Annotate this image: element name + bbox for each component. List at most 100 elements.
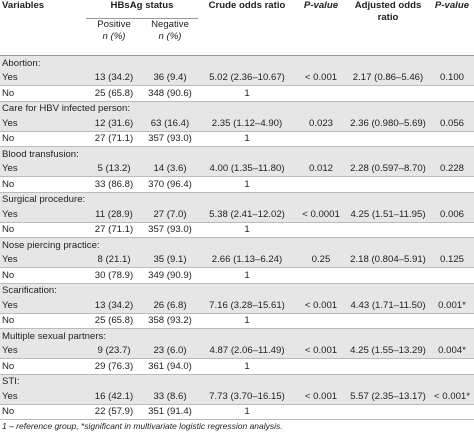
cell: 4.43 (1.71–11.50): [346, 298, 430, 314]
cell: 0.25: [296, 252, 346, 268]
group-label: Scarification:: [0, 283, 474, 298]
cell: [296, 404, 346, 420]
cell: 35 (9.1): [142, 252, 198, 268]
data-row: Yes 11 (28.9) 27 (7.0) 5.38 (2.41–12.02) < 0…: [0, 207, 474, 223]
cell: No: [0, 313, 86, 329]
group-label: Multiple sexual partners:: [0, 328, 474, 344]
cell: 33 (8.6): [142, 389, 198, 405]
cell: [430, 267, 474, 284]
cell: No: [0, 85, 86, 102]
cell: 23 (6.0): [142, 343, 198, 359]
cell: [296, 358, 346, 375]
header-cell: Positive n (%): [86, 18, 142, 56]
cell: 27 (71.1): [86, 222, 142, 238]
cell: 1: [198, 404, 296, 420]
header-cell: P-value: [430, 0, 474, 56]
cell: [346, 313, 430, 329]
cell: 2.17 (0.86–5.46): [346, 70, 430, 86]
cell: 0.125: [430, 252, 474, 268]
cell: 7.73 (3.70–16.15): [198, 389, 296, 405]
header-text: Negative: [151, 19, 189, 30]
cell: [296, 131, 346, 147]
group-row: Care for HBV infected person:: [0, 101, 474, 116]
data-row: Yes 5 (13.2) 14 (3.6) 4.00 (1.35–11.80) 0.01…: [0, 161, 474, 177]
cell: 0.001*: [430, 298, 474, 314]
cell: 9 (23.7): [86, 343, 142, 359]
cell: 25 (65.8): [86, 85, 142, 102]
cell: [430, 176, 474, 193]
cell: 370 (96.4): [142, 176, 198, 193]
cell: Yes: [0, 343, 86, 359]
cell: 1: [198, 85, 296, 102]
cell: [296, 85, 346, 102]
cell: 4.00 (1.35–11.80): [198, 161, 296, 177]
cell: 16 (42.1): [86, 389, 142, 405]
cell: Yes: [0, 252, 86, 268]
group-row: Multiple sexual partners:: [0, 328, 474, 344]
cell: 7.16 (3.28–15.61): [198, 298, 296, 314]
header-cell: Crude odds ratio: [198, 0, 296, 56]
cell: 25 (65.8): [86, 313, 142, 329]
cell: < 0.0001: [296, 207, 346, 223]
cell: 5 (13.2): [86, 161, 142, 177]
data-row: No 27 (71.1) 357 (93.0) 1: [0, 222, 474, 238]
data-row: Yes 8 (21.1) 35 (9.1) 2.66 (1.13–6.24) 0.25 2…: [0, 252, 474, 268]
cell: 2.66 (1.13–6.24): [198, 252, 296, 268]
group-row: Blood transfusion:: [0, 146, 474, 162]
data-row: Yes 12 (31.6) 63 (16.4) 2.35 (1.12–4.90) 0.0…: [0, 116, 474, 132]
group-row: Surgical procedure:: [0, 192, 474, 207]
cell: 8 (21.1): [86, 252, 142, 268]
cell: < 0.001: [296, 70, 346, 86]
cell: 0.006: [430, 207, 474, 223]
cell: 0.012: [296, 161, 346, 177]
cell: 4.87 (2.06–11.49): [198, 343, 296, 359]
group-row: Nose piercing practice:: [0, 237, 474, 253]
cell: [346, 131, 430, 147]
cell: Yes: [0, 161, 86, 177]
cell: 4.25 (1.51–11.95): [346, 207, 430, 223]
cell: 0.100: [430, 70, 474, 86]
cell: [296, 176, 346, 193]
cell: 1: [198, 222, 296, 238]
data-row: No 27 (71.1) 357 (93.0) 1: [0, 131, 474, 147]
group-row: STI:: [0, 374, 474, 389]
cell: 33 (86.8): [86, 176, 142, 193]
cell: < 0.001*: [430, 389, 474, 405]
cell: 63 (16.4): [142, 116, 198, 132]
group-label: Abortion:: [0, 55, 474, 71]
cell: 361 (94.0): [142, 358, 198, 375]
cell: Yes: [0, 298, 86, 314]
header-cell: HBsAg status: [86, 0, 198, 19]
cell: Yes: [0, 70, 86, 86]
cell: 4.25 (1.55–13.29): [346, 343, 430, 359]
cell: 5.02 (2.36–10.67): [198, 70, 296, 86]
cell: [296, 222, 346, 238]
cell: 14 (3.6): [142, 161, 198, 177]
cell: [346, 267, 430, 284]
cell: 26 (6.8): [142, 298, 198, 314]
cell: 27 (7.0): [142, 207, 198, 223]
cell: [346, 358, 430, 375]
cell: 5.57 (2.35–13.17): [346, 389, 430, 405]
cell: No: [0, 176, 86, 193]
cell: Yes: [0, 389, 86, 405]
cell: [430, 222, 474, 238]
cell: No: [0, 131, 86, 147]
cell: 1: [198, 267, 296, 284]
cell: 1: [198, 358, 296, 375]
header-text: n (%): [102, 31, 126, 42]
cell: 0.023: [296, 116, 346, 132]
cell: 27 (71.1): [86, 131, 142, 147]
cell: No: [0, 267, 86, 284]
cell: Yes: [0, 116, 86, 132]
cell: 29 (76.3): [86, 358, 142, 375]
cell: 1: [198, 176, 296, 193]
data-row: Yes 13 (34.2) 36 (9.4) 5.02 (2.36–10.67) < 0…: [0, 70, 474, 86]
cell: [346, 85, 430, 102]
data-row: No 25 (65.8) 358 (93.2) 1: [0, 313, 474, 329]
results-table: Variables HBsAg status Crude odds ratio …: [0, 0, 474, 420]
group-label: STI:: [0, 374, 474, 389]
data-row: No 22 (57.9) 351 (91.4) 1: [0, 404, 474, 420]
cell: < 0.001: [296, 389, 346, 405]
cell: 2.28 (0.597–8.70): [346, 161, 430, 177]
